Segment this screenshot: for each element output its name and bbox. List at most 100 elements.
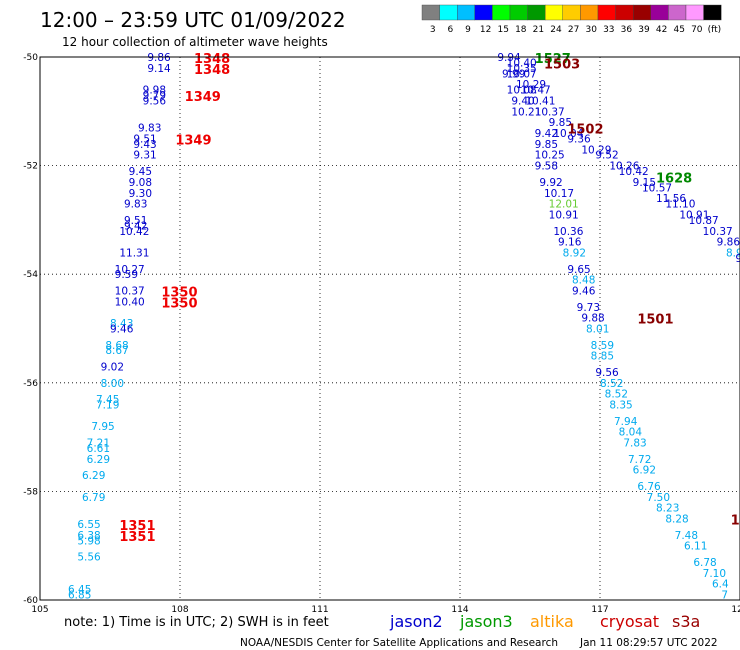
wave-height-label: 10.40 xyxy=(507,57,537,69)
wave-height-label: 10.35 xyxy=(507,63,537,75)
pass-time-label: 1348 xyxy=(194,52,230,67)
colorbar-label: 70 xyxy=(691,25,703,35)
wave-height-label: 9.02 xyxy=(101,362,124,374)
wave-height-label: 9.94 xyxy=(497,52,521,64)
wave-height-label: 6.61 xyxy=(87,443,110,455)
wave-height-label: 10.47 xyxy=(521,85,551,97)
wave-height-label: 9.98 xyxy=(143,85,166,97)
wave-height-label: 10.29 xyxy=(581,144,611,156)
wave-height-label: 7.19 xyxy=(96,400,119,412)
colorbar-swatch xyxy=(545,4,564,21)
colorbar-label: 30 xyxy=(585,25,597,35)
wave-height-label: 6.38 xyxy=(77,530,100,542)
wave-height-label: 9.51 xyxy=(133,133,156,145)
footer-timestamp: Jan 11 08:29:57 UTC 2022 xyxy=(579,637,718,649)
wave-height-label: 9.65 xyxy=(567,264,590,276)
wave-height-label: 9.51 xyxy=(124,215,147,227)
wave-height-label: 9.42 xyxy=(124,220,147,232)
colorbar-label: 36 xyxy=(621,25,633,35)
colorbar-label: 12 xyxy=(480,25,491,35)
colorbar-swatch xyxy=(580,4,599,21)
wave-height-label: 9.83 xyxy=(124,199,147,211)
y-tick-label: -52 xyxy=(23,162,38,172)
colorbar-swatch xyxy=(509,4,528,21)
wave-height-label: 6.55 xyxy=(77,519,100,531)
pass-time-label: 1501 xyxy=(637,313,673,328)
wave-height-label: 9.58 xyxy=(535,161,558,173)
wave-height-label: 10.04 xyxy=(553,128,583,140)
wave-height-label: 10.41 xyxy=(525,95,555,107)
wave-height-label: 6.79 xyxy=(82,492,105,504)
wave-height-label: 9.83 xyxy=(138,123,161,135)
wave-height-label: 11.56 xyxy=(656,193,686,205)
wave-height-label: 7.50 xyxy=(647,492,670,504)
x-tick-label: 114 xyxy=(451,605,468,615)
wave-height-label: 9.46 xyxy=(572,285,596,297)
wave-height-label: 6.85 xyxy=(68,590,91,602)
axis-ticks: 105 108 111 114 117 120 -50 -52 -54 -56 -58 -60 xyxy=(23,53,740,615)
wave-height-label: 9.16 xyxy=(558,237,582,249)
wave-height-label: 9.15 xyxy=(633,177,656,189)
wave-height-label: 10.07 xyxy=(507,68,537,80)
wave-height-label: 8.00 xyxy=(101,378,124,390)
pass-time-label: 1349 xyxy=(185,90,221,105)
x-tick-label: 117 xyxy=(591,605,608,615)
pass-time-label: 1503 xyxy=(544,57,580,72)
colorbar-swatch xyxy=(439,4,458,21)
colorbar-label: 42 xyxy=(656,25,667,35)
wave-height-label: 6.4 xyxy=(712,579,729,591)
satellite-legend-altika: altika xyxy=(530,612,574,631)
wave-height-label: 10.91 xyxy=(549,209,579,221)
wave-height-label: 9.31 xyxy=(133,150,156,162)
wave-height-label: 9.14 xyxy=(147,63,171,75)
colorbar-swatch xyxy=(703,4,722,21)
wave-height-label: 7.83 xyxy=(623,438,646,450)
wave-height-label: 8.35 xyxy=(609,400,632,412)
wave-height-label: 9.42 xyxy=(535,128,558,140)
wave-height-label: 9.92 xyxy=(539,177,562,189)
plot-frame xyxy=(39,56,740,601)
wave-height-label: 8.67 xyxy=(105,345,128,357)
colorbar-swatch xyxy=(668,4,687,21)
pass-time-label: 1350 xyxy=(161,285,197,300)
wave-height-label: 5.98 xyxy=(77,535,100,547)
colorbar-swatch xyxy=(633,4,652,21)
wave-height-label: 8.43 xyxy=(110,318,133,330)
wave-height-label: 9.86 xyxy=(147,52,171,64)
colorbar-label: 21 xyxy=(533,25,544,35)
wave-height-label: 8.52 xyxy=(600,378,623,390)
wave-height-label: 8.04 xyxy=(619,427,643,439)
pass-time-label: 1628 xyxy=(656,171,692,186)
colorbar-swatch xyxy=(527,4,546,21)
wave-height-label: 10.42 xyxy=(619,166,649,178)
wave-height-label: 10.25 xyxy=(535,150,565,162)
wave-height-label: 9.30 xyxy=(129,188,152,200)
wave-height-label: 7.72 xyxy=(628,454,651,466)
pass-time-label: 1351 xyxy=(119,519,155,534)
wave-height-label: 9.56 xyxy=(143,95,167,107)
wave-height-label: 9.32 xyxy=(735,253,740,265)
wave-height-label: 11.31 xyxy=(119,247,149,259)
wave-height-label: 6.29 xyxy=(87,454,110,466)
wave-height-label: 6.45 xyxy=(68,584,91,596)
pass-time-label: 1502 xyxy=(567,123,603,138)
pass-time-label: 150 xyxy=(731,514,740,529)
colorbar-swatch xyxy=(421,4,440,21)
wave-height-label: 9.36 xyxy=(567,133,591,145)
wave-height-label: 10.57 xyxy=(642,182,672,194)
wave-height-label: 9.73 xyxy=(577,302,600,314)
wave-height-label: 12.01 xyxy=(549,199,579,211)
x-tick-label: 120 xyxy=(731,605,740,615)
chart-subtitle: 12 hour collection of altimeter wave hei… xyxy=(62,35,328,49)
wave-height-label: 10.37 xyxy=(703,226,733,238)
wave-height-label: 10.29 xyxy=(516,79,546,91)
y-tick-label: -50 xyxy=(23,53,38,63)
wave-height-label: 8.90 xyxy=(726,247,740,259)
wave-height-label: 9.99 xyxy=(502,68,525,80)
wave-height-label: 8.52 xyxy=(605,389,628,401)
wave-height-label: 10.17 xyxy=(544,188,574,200)
wave-height-label: 9.46 xyxy=(110,324,134,336)
colorbar-label: 27 xyxy=(568,25,579,35)
colorbar-label: 33 xyxy=(603,25,614,35)
